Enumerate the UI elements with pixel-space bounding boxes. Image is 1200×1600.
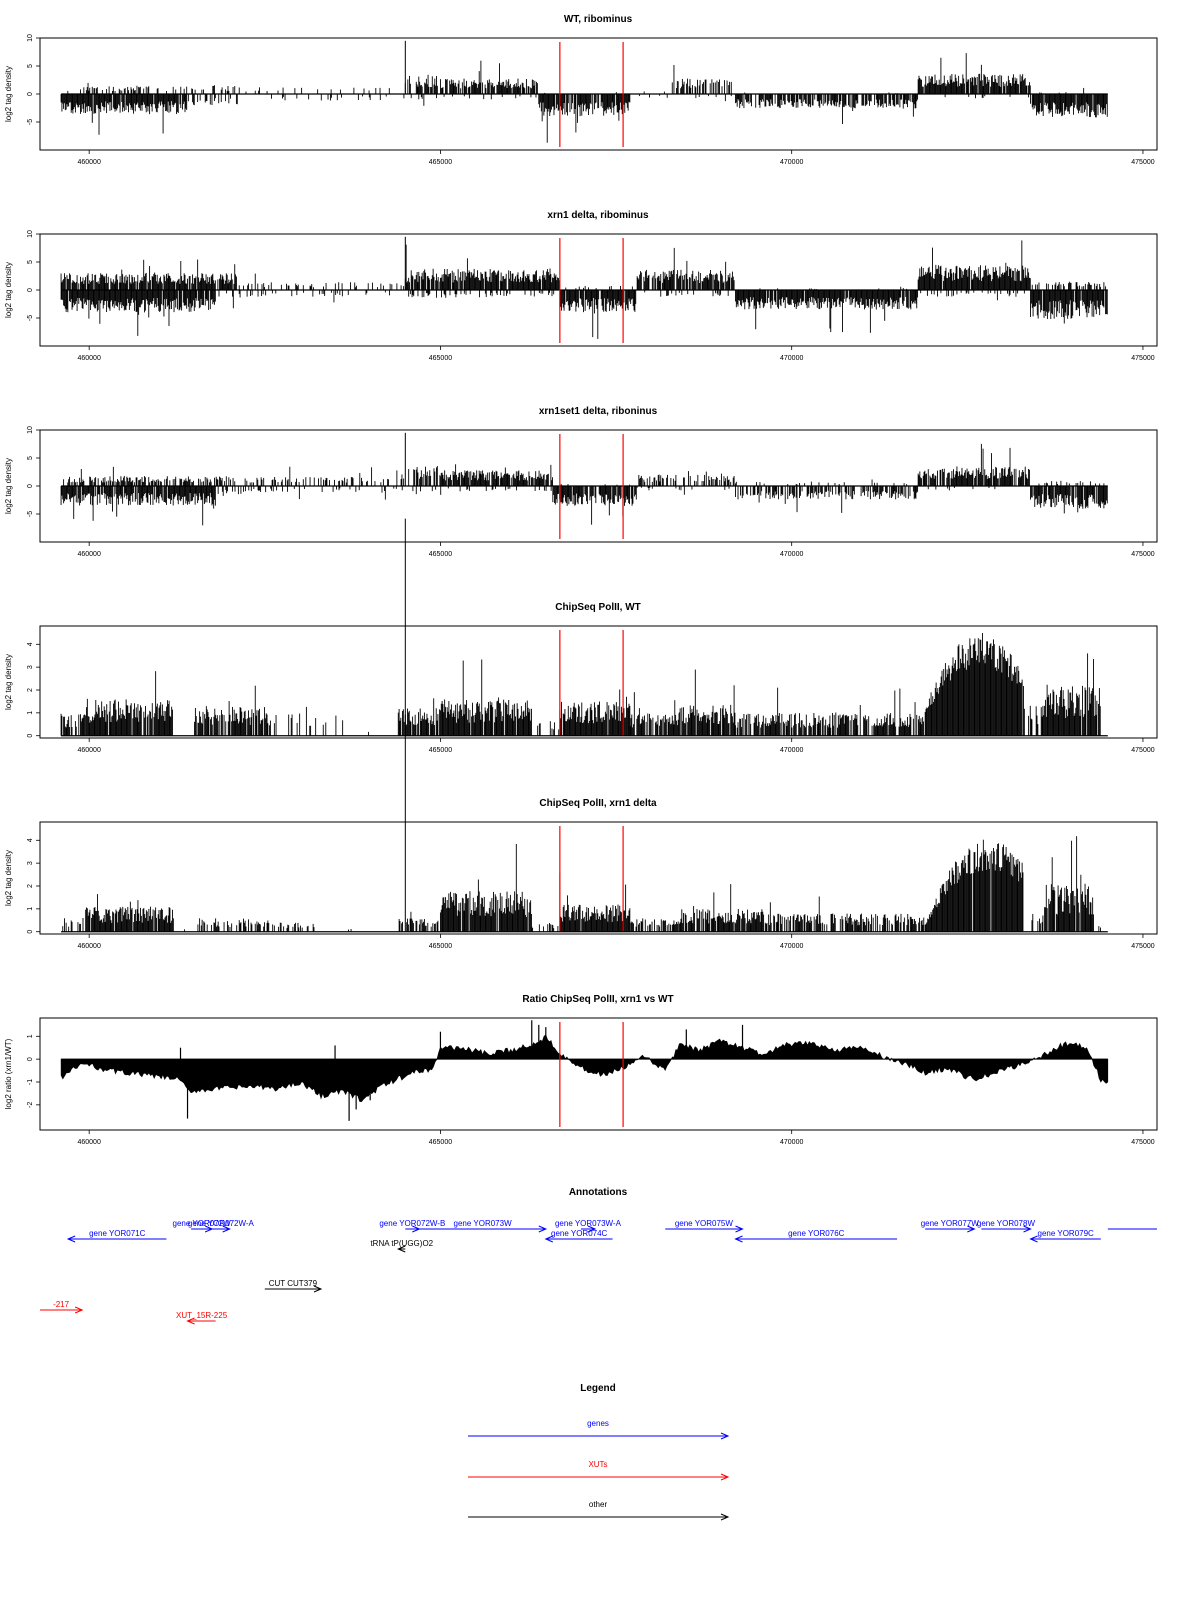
panel-title: ChipSeq PolII, xrn1 delta <box>539 798 657 809</box>
y-tick-label: 10 <box>27 34 34 42</box>
y-tick-label: 4 <box>27 642 34 646</box>
y-tick-label: -5 <box>27 315 34 321</box>
y-tick-label: 10 <box>27 426 34 434</box>
panel-title: WT, ribominus <box>564 14 633 25</box>
data-marks <box>60 518 1101 736</box>
y-tick-label: 0 <box>27 92 34 96</box>
panel-title: xrn1set1 delta, riboninus <box>539 406 658 417</box>
data-marks <box>60 432 1108 526</box>
y-tick-label: 1 <box>27 711 34 715</box>
x-tick-label: 470000 <box>780 159 803 166</box>
y-tick-label: 0 <box>27 734 34 738</box>
x-tick-label: 460000 <box>77 355 100 362</box>
x-tick-label: 470000 <box>780 943 803 950</box>
y-tick-label: 2 <box>27 884 34 888</box>
y-tick-label: -5 <box>27 119 34 125</box>
plot-frame <box>39 625 1158 739</box>
x-tick-label: 465000 <box>429 159 452 166</box>
x-tick-label: 465000 <box>429 747 452 754</box>
data-marks <box>60 236 1108 339</box>
x-tick-label: 470000 <box>780 747 803 754</box>
panel-title: ChipSeq PolII, WT <box>555 602 641 613</box>
x-tick-label: 475000 <box>1131 943 1154 950</box>
y-tick-label: 3 <box>27 665 34 669</box>
x-tick-label: 460000 <box>77 159 100 166</box>
x-tick-label: 475000 <box>1131 747 1154 754</box>
panel-1: WT, ribominus 10 5 0 -5 log2 tag density 46000… <box>4 14 1158 166</box>
y-axis-label: log2 tag density <box>4 262 13 318</box>
y-tick-label: 5 <box>27 456 34 460</box>
panel-2: xrn1 delta, ribominus 10 5 0 -5 log2 tag dens… <box>4 210 1158 362</box>
x-tick-label: 460000 <box>77 943 100 950</box>
data-marks <box>60 40 1108 143</box>
y-axis-label: log2 tag density <box>4 654 13 710</box>
y-tick-label: 2 <box>27 688 34 692</box>
y-axis-label: log2 tag density <box>4 66 13 122</box>
panel-4: ChipSeq PolII, WT 4 3 2 1 0 log2 tag density 46… <box>4 518 1158 754</box>
y-tick-label: 3 <box>27 861 34 865</box>
y-tick-label: 5 <box>27 260 34 264</box>
x-tick-label: 465000 <box>429 943 452 950</box>
y-axis-label: log2 tag density <box>4 850 13 906</box>
x-tick-label: 470000 <box>780 355 803 362</box>
panel-title: xrn1 delta, ribominus <box>547 210 649 221</box>
x-tick-label: 475000 <box>1131 355 1154 362</box>
y-tick-label: 4 <box>27 838 34 842</box>
y-tick-label: 0 <box>27 484 34 488</box>
y-tick-label: 10 <box>27 230 34 238</box>
y-tick-label: -5 <box>27 511 34 517</box>
y-axis-label: log2 tag density <box>4 458 13 514</box>
x-tick-label: 470000 <box>780 551 803 558</box>
y-tick-label: 5 <box>27 64 34 68</box>
y-tick-label: 0 <box>27 288 34 292</box>
y-tick-label: 1 <box>27 907 34 911</box>
y-tick-label: 0 <box>27 930 34 934</box>
plot-frame <box>39 821 1158 935</box>
panel-5: ChipSeq PolII, xrn1 delta 4 3 2 1 0 log2 tag d… <box>4 714 1158 950</box>
x-tick-label: 465000 <box>429 355 452 362</box>
x-tick-label: 475000 <box>1131 551 1154 558</box>
data-marks <box>62 714 1101 932</box>
x-tick-label: 460000 <box>77 747 100 754</box>
panel-3: xrn1set1 delta, riboninus 10 5 0 -5 log2 tag … <box>4 406 1158 558</box>
x-tick-label: 475000 <box>1131 159 1154 166</box>
x-tick-label: 465000 <box>429 551 452 558</box>
x-tick-label: 460000 <box>77 551 100 558</box>
